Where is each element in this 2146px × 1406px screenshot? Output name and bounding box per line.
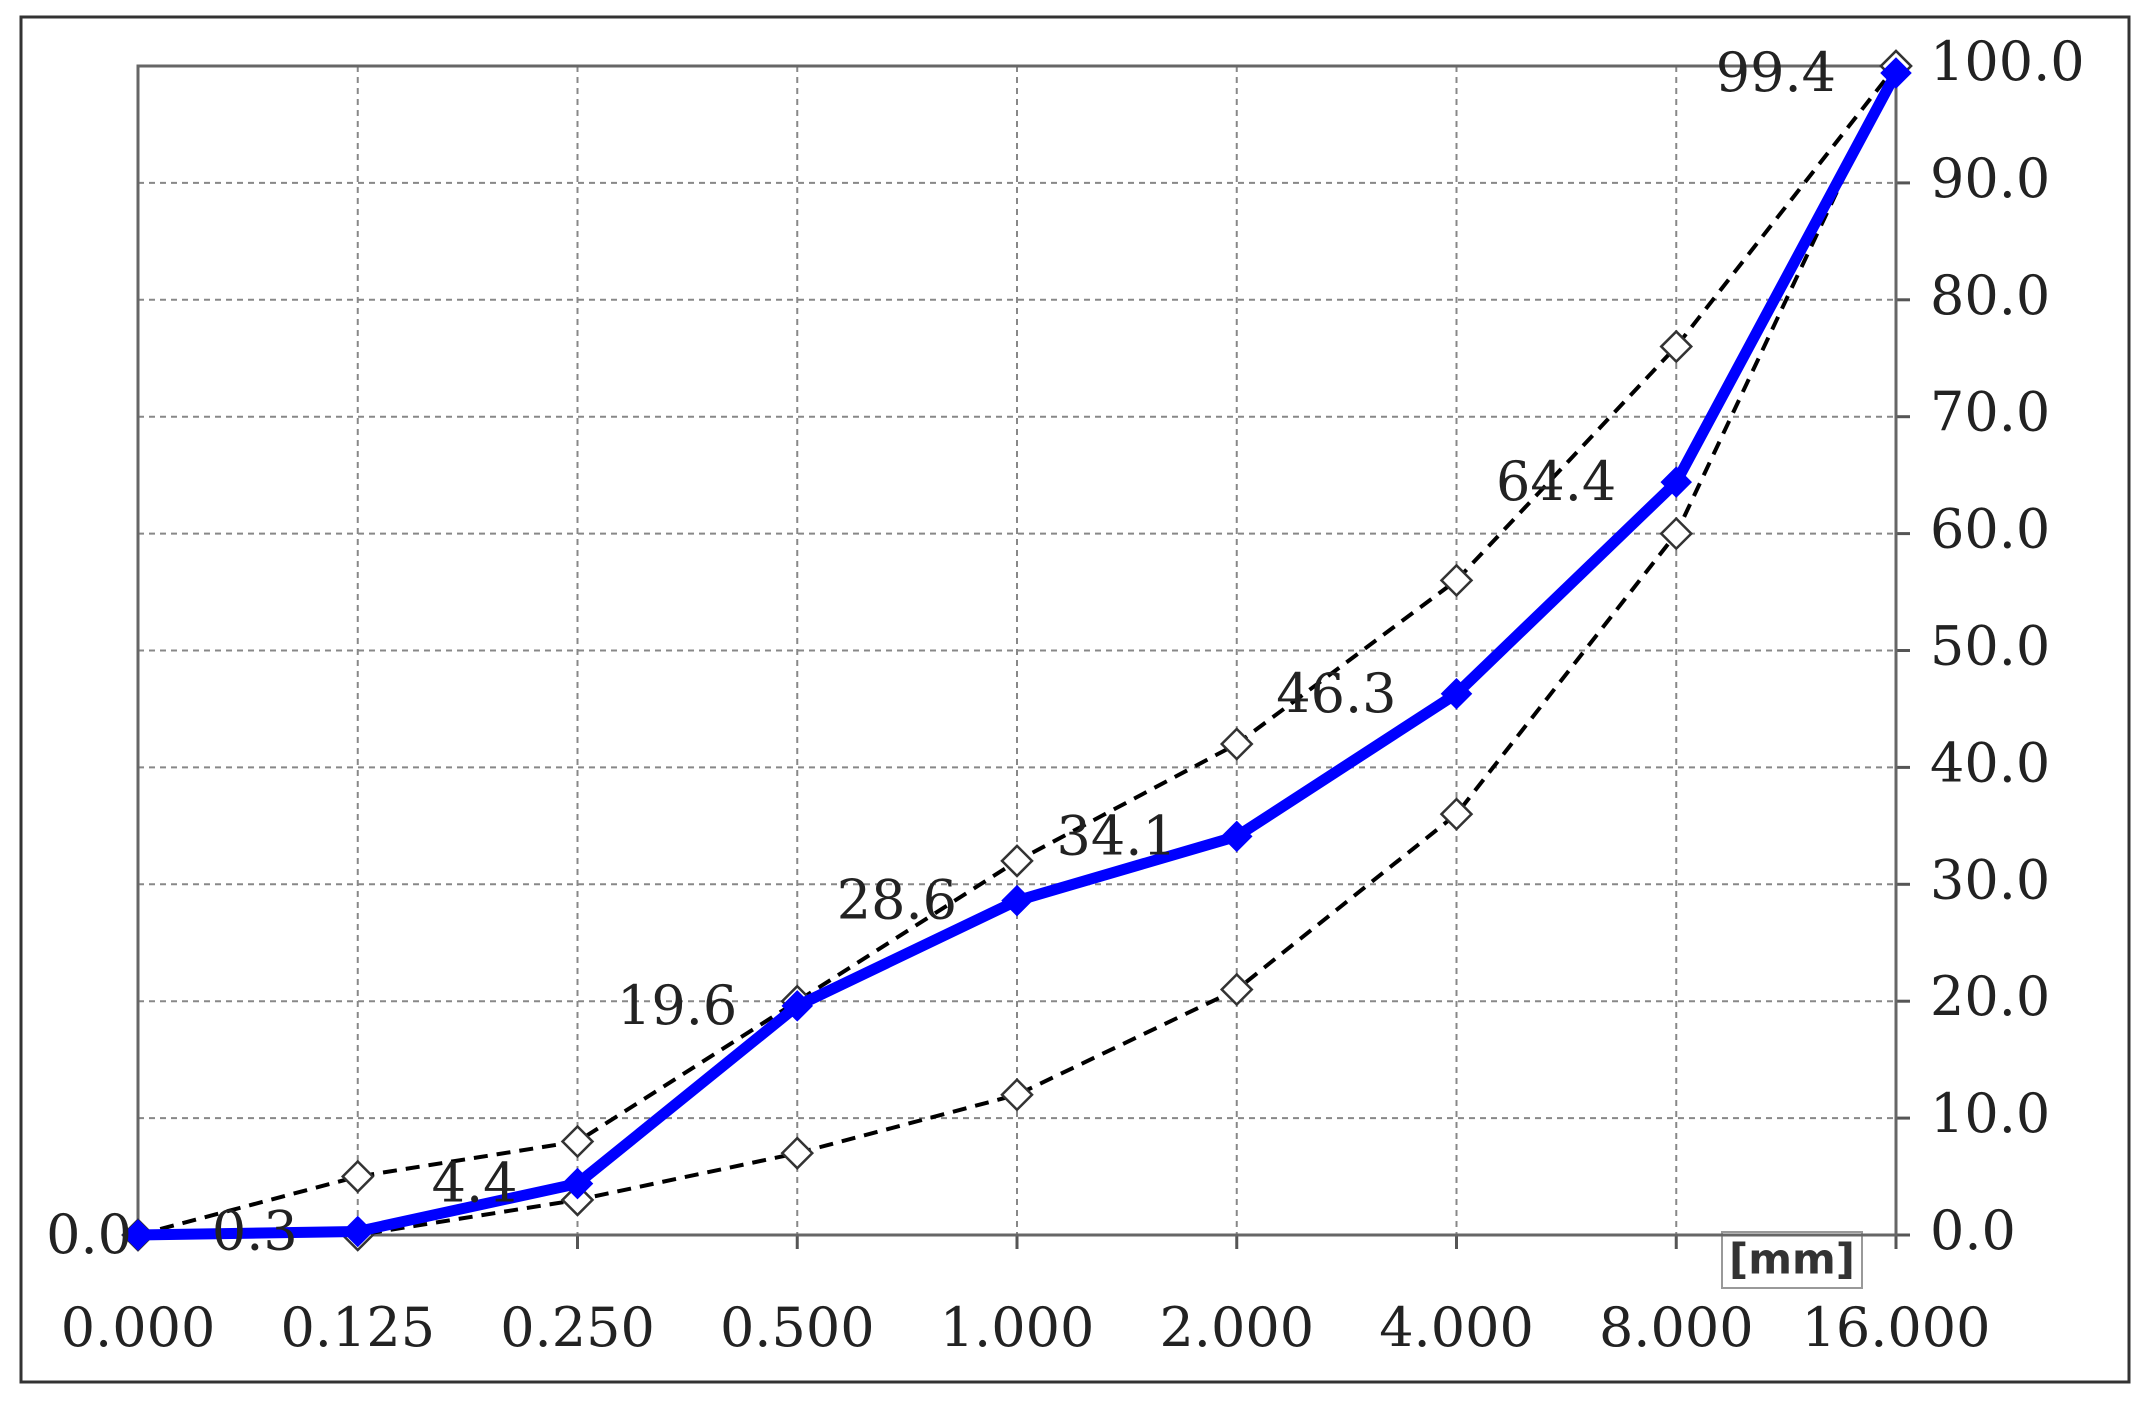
y-tick-label: 10.0 [1930,1082,2050,1145]
data-point [1001,884,1033,917]
data-point [780,1136,815,1170]
y-tick-label: 60.0 [1930,498,2050,561]
data-point [1439,797,1474,831]
data-point [1439,563,1474,598]
data-point [560,1124,595,1159]
x-unit: [mm] [1729,1235,1855,1284]
data-point [341,1215,374,1248]
y-tick-label: 70.0 [1930,381,2050,444]
series-line [138,65,1898,1237]
data-point [781,990,814,1022]
x-tick-label: 2.000 [1159,1296,1314,1359]
data-label: 99.4 [1716,41,1836,104]
data-label: 64.4 [1496,450,1616,513]
data-point [122,1219,154,1251]
x-tick-label: 0.500 [720,1296,875,1359]
data-point [1880,57,1912,89]
data-point [1659,329,1694,364]
y-tick-label: 20.0 [1930,965,2050,1028]
y-tick-label: 80.0 [1930,264,2050,327]
x-tick-label: 0.250 [500,1296,655,1359]
data-label: 28.6 [837,869,957,932]
data-point [1219,727,1254,761]
data-label: 0.0 [46,1203,132,1266]
y-tick-label: 90.0 [1930,147,2050,210]
data-point [1000,1077,1034,1112]
x-tick-label: 0.000 [61,1296,216,1359]
data-label: 4.4 [432,1152,518,1215]
data-point [1000,844,1034,878]
x-tick-label: 1.000 [940,1296,1095,1359]
x-tick-label: 8.000 [1599,1296,1754,1359]
data-point [1219,972,1254,1007]
x-tick-label: 0.125 [280,1296,435,1359]
data-point [561,1167,594,1200]
y-tick-label: 0.0 [1930,1199,2016,1262]
data-point [560,1183,595,1217]
data-point [1440,677,1473,710]
data-point [1220,820,1253,853]
x-tick-label: 4.000 [1379,1296,1534,1359]
y-tick-label: 50.0 [1930,615,2050,678]
data-point [1659,516,1694,551]
data-label: 19.6 [617,974,737,1037]
data-point [340,1159,375,1194]
data-point [1660,466,1693,498]
unit-box [1721,1231,1863,1289]
data-label: 34.1 [1057,804,1177,867]
x-tick-label: 16.000 [1802,1296,1991,1359]
y-tick-label: 40.0 [1930,731,2050,794]
data-label: 46.3 [1276,662,1396,725]
plot-border [136,64,1898,1237]
data-label: 0.3 [212,1199,298,1262]
y-tick-label: 100.0 [1930,30,2085,93]
y-tick-label: 30.0 [1930,848,2050,911]
chart-frame [19,15,2131,1384]
